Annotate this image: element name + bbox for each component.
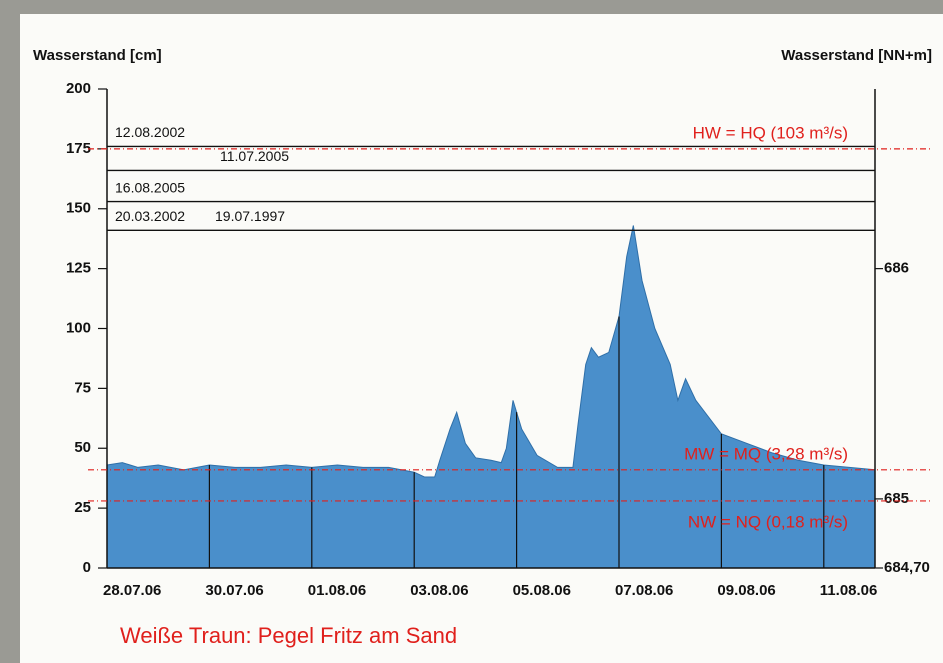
x-tick-label: 03.08.06 (410, 582, 468, 599)
y-tick-label: 25 (74, 499, 91, 516)
level-label: NW = NQ (0,18 m³/s) (688, 512, 848, 531)
page: {"chart_data": { "type": "area", "title"… (0, 0, 943, 663)
chart-title: Weiße Traun: Pegel Fritz am Sand (120, 623, 457, 648)
y-tick-label: 175 (66, 140, 91, 157)
x-tick-label: 28.07.06 (103, 582, 161, 599)
x-tick-label: 05.08.06 (513, 582, 571, 599)
y2-axis-label: Wasserstand [NN+m] (781, 47, 932, 64)
x-tick-label: 01.08.06 (308, 582, 366, 599)
y-tick-label: 50 (74, 439, 91, 456)
y-tick-label: 150 (66, 200, 91, 217)
y2-tick-label: 684,70 (884, 559, 930, 576)
level-label: MW = MQ (3,28 m³/s) (684, 444, 848, 463)
reference-label: 12.08.2002 (115, 124, 185, 140)
y-tick-label: 100 (66, 319, 91, 336)
y-tick-label: 75 (74, 379, 91, 396)
y2-tick-label: 685 (884, 490, 909, 507)
y-axis-label: Wasserstand [cm] (33, 47, 162, 64)
reference-label: 20.03.2002 (115, 208, 185, 224)
y2-tick-label: 686 (884, 260, 909, 277)
x-tick-label: 09.08.06 (717, 582, 775, 599)
reference-label: 11.07.2005 (220, 148, 289, 164)
x-tick-label: 07.08.06 (615, 582, 673, 599)
x-tick-label: 11.08.06 (820, 582, 878, 599)
y-tick-label: 0 (83, 559, 91, 576)
chart: Wasserstand [cm] Wasserstand [NN+m] Weiß… (0, 0, 943, 663)
x-tick-label: 30.07.06 (205, 582, 263, 599)
y-tick-label: 200 (66, 80, 91, 97)
y-tick-label: 125 (66, 260, 91, 277)
reference-label: 19.07.1997 (215, 208, 285, 224)
reference-label: 16.08.2005 (115, 179, 185, 195)
level-label: HW = HQ (103 m³/s) (693, 123, 848, 142)
